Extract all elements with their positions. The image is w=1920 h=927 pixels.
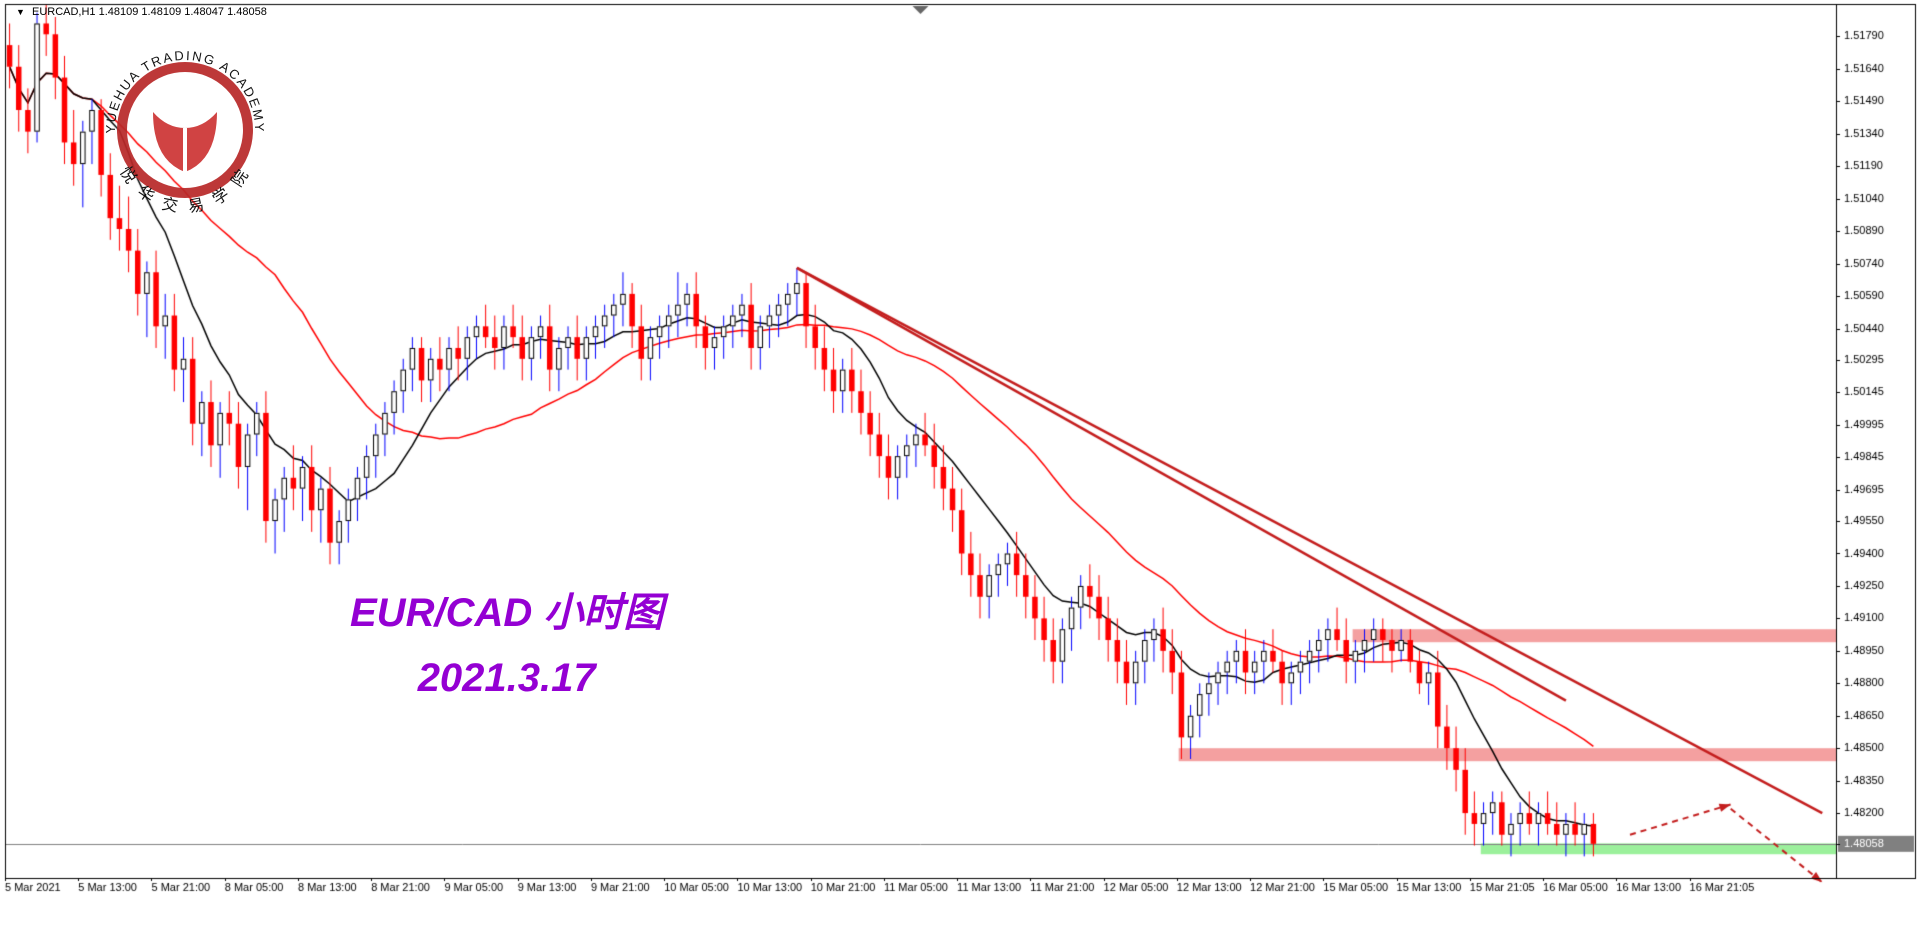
title-line1: EUR/CAD 小时图 (350, 580, 663, 638)
dropdown-icon: ▼ (16, 7, 25, 17)
ohlc-readout: EURCAD,H1 1.48109 1.48109 1.48047 1.4805… (32, 6, 267, 18)
chart-container: ▼ EURCAD,H1 1.48109 1.48109 1.48047 1.48… (0, 0, 1920, 927)
title-line2: 2021.3.17 (350, 656, 663, 701)
watermark-logo: YUEHUA TRADING ACADEMY悦 华 交 易 学 院 (85, 30, 285, 230)
symbol-info-bar: ▼ EURCAD,H1 1.48109 1.48109 1.48047 1.48… (16, 6, 267, 18)
chart-canvas[interactable] (0, 0, 1920, 927)
chart-title-overlay: EUR/CAD 小时图 2021.3.17 (350, 580, 663, 701)
